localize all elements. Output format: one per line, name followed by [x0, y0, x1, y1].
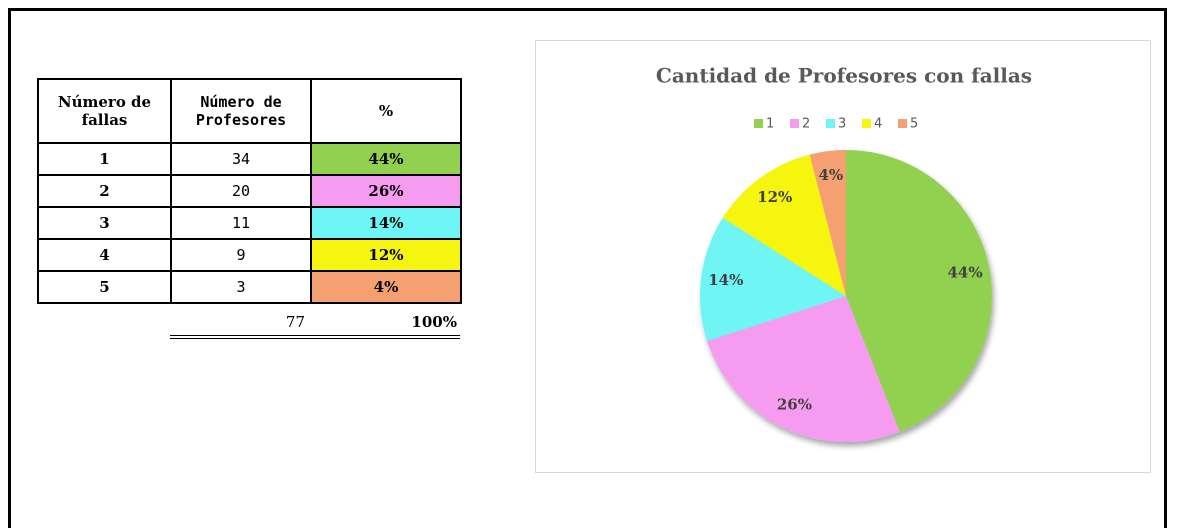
data-label: 26%: [777, 396, 812, 414]
table-row: 5 3 4%: [37, 270, 462, 304]
pie-slice: [809, 150, 846, 296]
data-label: 14%: [708, 271, 743, 289]
total-row: 77 100%: [170, 310, 460, 339]
legend-swatch: [754, 119, 763, 128]
table-cell: 44%: [310, 142, 462, 176]
table-cell: 14%: [310, 206, 462, 240]
header-cell: Número de fallas: [37, 78, 172, 144]
table-cell: 34: [170, 142, 312, 176]
legend-swatch: [790, 119, 799, 128]
total-percent: 100%: [411, 313, 457, 331]
table-cell: 20: [170, 174, 312, 208]
table-cell: 11: [170, 206, 312, 240]
table-row: 4 9 12%: [37, 238, 462, 272]
legend-swatch: [826, 119, 835, 128]
legend-label: 5: [910, 117, 918, 132]
header-cell: %: [310, 78, 462, 144]
table-row: 1 34 44%: [37, 142, 462, 176]
data-table: Número de fallas Número de Profesores% 1 34…: [37, 78, 462, 304]
table-cell: 2: [37, 174, 172, 208]
pie-slice: [722, 154, 846, 296]
header-cell: Número de Profesores: [170, 78, 312, 144]
legend-label: 2: [802, 117, 810, 132]
chart: Cantidad de Profesores con fallas 1 2 3 4 5 4…: [656, 64, 1032, 443]
pie-slice: [846, 150, 992, 432]
table-cell: 5: [37, 270, 172, 304]
data-label: 4%: [818, 166, 843, 184]
legend-label: 3: [838, 117, 846, 132]
pie: [700, 150, 992, 443]
pie-slice: [707, 296, 900, 443]
table-row: 2 20 26%: [37, 174, 462, 208]
table-row: 3 11 14%: [37, 206, 462, 240]
legend-swatch: [898, 119, 907, 128]
data-label: 44%: [947, 263, 982, 281]
table-cell: 4%: [310, 270, 462, 304]
pie-slice: [700, 217, 846, 342]
table-cell: 1: [37, 142, 172, 176]
data-label: 12%: [757, 188, 792, 206]
frame: [8, 8, 1167, 528]
legend-swatch: [862, 119, 871, 128]
chart-title: Cantidad de Profesores con fallas: [656, 64, 1032, 88]
table-cell: 3: [37, 206, 172, 240]
legend-label: 4: [874, 117, 882, 132]
table-cell: 12%: [310, 238, 462, 272]
table-cell: 26%: [310, 174, 462, 208]
table-cell: 9: [170, 238, 312, 272]
table-cell: 3: [170, 270, 312, 304]
total-count: 77: [285, 313, 305, 331]
table-cell: 4: [37, 238, 172, 272]
legend-label: 1: [766, 117, 774, 132]
chart-box: Cantidad de Profesores con fallas 1 2 3 4 5 4…: [535, 40, 1151, 473]
page: Número de fallas Número de Profesores% 1 34…: [8, 8, 1167, 528]
header-row: Número de fallas Número de Profesores%: [37, 78, 462, 144]
